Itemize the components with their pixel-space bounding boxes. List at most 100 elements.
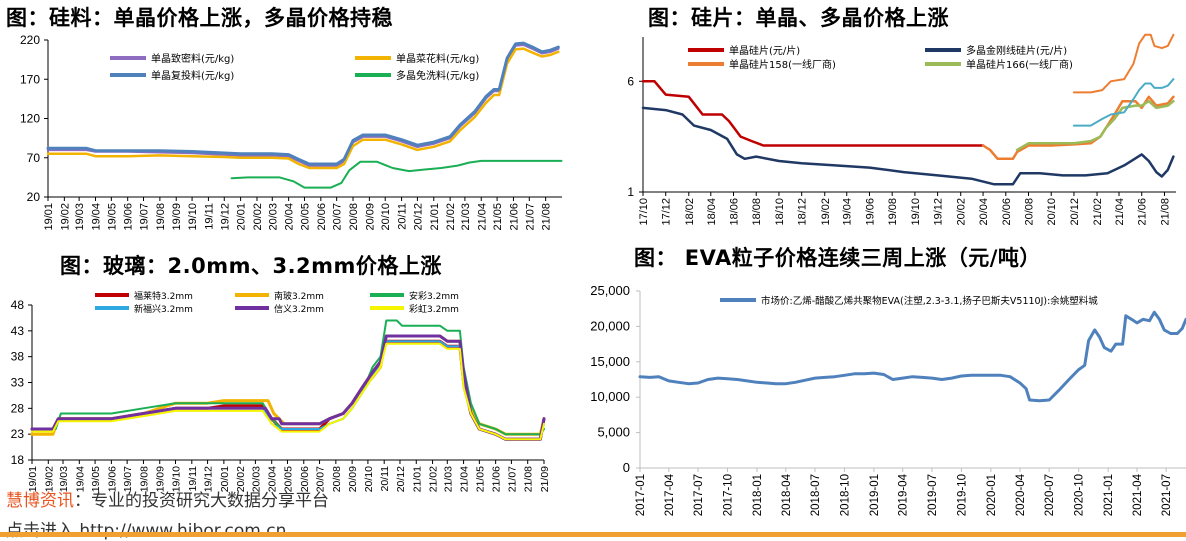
wafer-x-tick-label: 20/02 (956, 198, 968, 226)
watermark-line2[interactable]: 点击进入 http://www.hibor.com.cn (6, 521, 287, 541)
silicon-x-tick-label: 21/03 (460, 203, 472, 231)
silicon-x-tick-label: 20/01 (236, 203, 248, 231)
wafer-series-line-5 (1072, 78, 1175, 127)
eva-x-tick-label: 2021-07 (1161, 474, 1173, 516)
wafer-x-tick-label: 19/02 (820, 198, 832, 226)
silicon-x-tick-label: 19/07 (139, 203, 151, 231)
glass-x-tick-label: 20/02 (235, 466, 247, 492)
eva-x-tick-label: 2021-04 (1132, 473, 1144, 516)
silicon-y-tick-label: 70 (27, 151, 41, 165)
silicon-x-tick-label: 20/09 (364, 203, 376, 231)
wafer-chart-title: 图：硅片：单晶、多晶价格上涨 (648, 6, 949, 30)
wafer-legend-label: 多晶金刚线硅片(元/片) (966, 44, 1067, 57)
glass-x-tick-label: 20/06 (299, 466, 311, 492)
glass-x-tick-label: 21/07 (506, 466, 518, 492)
wafer-legend-label: 单晶硅片158(一线厂商) (729, 58, 836, 71)
glass-x-tick-label: 20/10 (363, 466, 375, 492)
silicon-x-tick-label: 19/09 (171, 203, 183, 231)
wafer-series-line-1 (641, 106, 1175, 186)
silicon-x-tick-label: 21/02 (445, 203, 457, 231)
glass-y-tick-label: 28 (11, 401, 25, 415)
eva-x-tick-label: 2019-07 (927, 474, 939, 516)
silicon-y-tick-label: 120 (20, 112, 40, 126)
wafer-x-tick-label: 19/08 (887, 198, 899, 226)
silicon-chart-title: 图：硅料：单晶价格上涨，多晶价格持稳 (6, 6, 393, 30)
glass-x-tick-label: 21/04 (459, 466, 471, 492)
wafer-x-tick-label: 20/08 (1024, 198, 1036, 226)
silicon-x-tick-label: 20/04 (284, 203, 296, 231)
wafer-x-tick-label: 20/12 (1069, 198, 1081, 226)
eva-legend-label: 市场价:乙烯-醋酸乙烯共聚物EVA(注塑,2.3-3.1,扬子巴斯夫V5110J… (761, 295, 1098, 307)
silicon-x-tick-label: 20/12 (412, 203, 424, 231)
glass-x-tick-label: 20/08 (331, 466, 343, 492)
eva-y-tick-label: 20,000 (590, 318, 630, 333)
glass-legend-label: 南玻3.2mm (274, 290, 324, 302)
eva-x-tick-label: 2019-10 (956, 474, 968, 516)
wafer-x-tick-label: 21/08 (1159, 198, 1171, 226)
silicon-y-tick-label: 220 (20, 33, 40, 47)
glass-x-tick-label: 20/03 (250, 466, 262, 492)
eva-x-tick-label: 2017-01 (635, 474, 647, 516)
glass-legend-label: 福莱特3.2mm (134, 290, 193, 302)
silicon-x-tick-label: 21/07 (524, 203, 536, 231)
glass-series-line-2 (31, 319, 545, 436)
wafer-x-tick-label: 18/08 (751, 198, 763, 226)
glass-x-tick-label: 21/08 (523, 466, 535, 492)
silicon-x-tick-label: 19/05 (106, 203, 118, 231)
glass-x-tick-label: 20/09 (347, 466, 359, 492)
wafer-y-tick-label: 6 (627, 74, 634, 88)
eva-x-tick-label: 2017-07 (693, 474, 705, 516)
silicon-x-tick-label: 20/07 (332, 203, 344, 231)
wafer-x-tick-label: 21/06 (1137, 198, 1149, 226)
glass-y-tick-label: 38 (11, 350, 25, 364)
glass-legend-label: 信义3.2mm (274, 303, 324, 315)
silicon-x-tick-label: 19/02 (59, 203, 71, 231)
wafer-x-tick-label: 20/04 (978, 198, 990, 226)
silicon-series-line-1 (46, 47, 560, 170)
glass-legend-label: 彩虹3.2mm (409, 304, 459, 315)
wafer-x-tick-label: 18/06 (729, 198, 741, 226)
glass-x-tick-label: 19/07 (122, 466, 134, 492)
eva-x-tick-label: 2018-04 (781, 473, 793, 516)
glass-x-tick-label: 21/03 (442, 466, 454, 492)
glass-x-tick-label: 21/01 (411, 466, 423, 492)
glass-x-tick-label: 20/05 (282, 466, 294, 492)
glass-x-tick-label: 20/04 (267, 466, 279, 492)
eva-x-tick-label: 2021-01 (1103, 474, 1115, 516)
eva-x-tick-label: 2020-04 (1015, 473, 1027, 516)
glass-x-tick-label: 19/06 (106, 466, 118, 492)
silicon-chart: 20 70 120 170 220 19/01 19/02 19/03 19/04 19/05 19… (20, 33, 563, 231)
silicon-series-line-3 (230, 159, 563, 189)
silicon-x-tick-label: 19/10 (187, 203, 199, 231)
glass-y-tick-label: 18 (11, 453, 25, 467)
eva-chart-title: 图： EVA粒子价格连续三周上涨（元/吨） (634, 246, 1041, 270)
eva-x-tick-label: 2020-01 (986, 474, 998, 516)
wafer-x-tick-label: 17/12 (661, 198, 673, 226)
glass-x-tick-label: 19/08 (138, 466, 150, 492)
wafer-x-tick-label: 18/12 (797, 198, 809, 226)
glass-x-tick-label: 21/02 (428, 466, 440, 492)
silicon-x-tick-label: 21/08 (541, 203, 553, 231)
silicon-x-tick-label: 20/03 (267, 203, 279, 231)
eva-y-tick-label: 25,000 (590, 283, 630, 298)
glass-chart: 18 23 28 33 38 43 48 19/01 19/02 19/03 19/04 19/05 1… (11, 290, 551, 492)
silicon-x-tick-label: 20/08 (348, 203, 360, 231)
silicon-x-tick-label: 20/06 (316, 203, 328, 231)
silicon-legend-label: 单晶致密料(元/kg) (151, 52, 234, 65)
wafer-x-tick-label: 19/06 (864, 198, 876, 226)
glass-x-tick-label: 19/04 (74, 466, 86, 492)
eva-x-tick-label: 2020-10 (1074, 474, 1086, 516)
glass-x-tick-label: 21/06 (491, 466, 503, 492)
glass-series-line-4 (30, 334, 546, 441)
glass-series-line-5 (31, 342, 545, 441)
wafer-x-tick-label: 21/04 (1114, 198, 1126, 226)
silicon-y-tick-label: 20 (27, 190, 41, 204)
eva-chart: 0 5,000 10,000 15,000 20,000 25,000 2017-01 201… (590, 283, 1186, 516)
glass-x-tick-label: 20/07 (315, 466, 327, 492)
silicon-x-tick-label: 21/01 (429, 203, 441, 231)
silicon-x-tick-label: 19/06 (123, 203, 135, 231)
silicon-x-tick-label: 21/06 (508, 203, 520, 231)
glass-x-tick-label: 21/05 (474, 466, 486, 492)
eva-x-tick-label: 2018-10 (839, 474, 851, 516)
